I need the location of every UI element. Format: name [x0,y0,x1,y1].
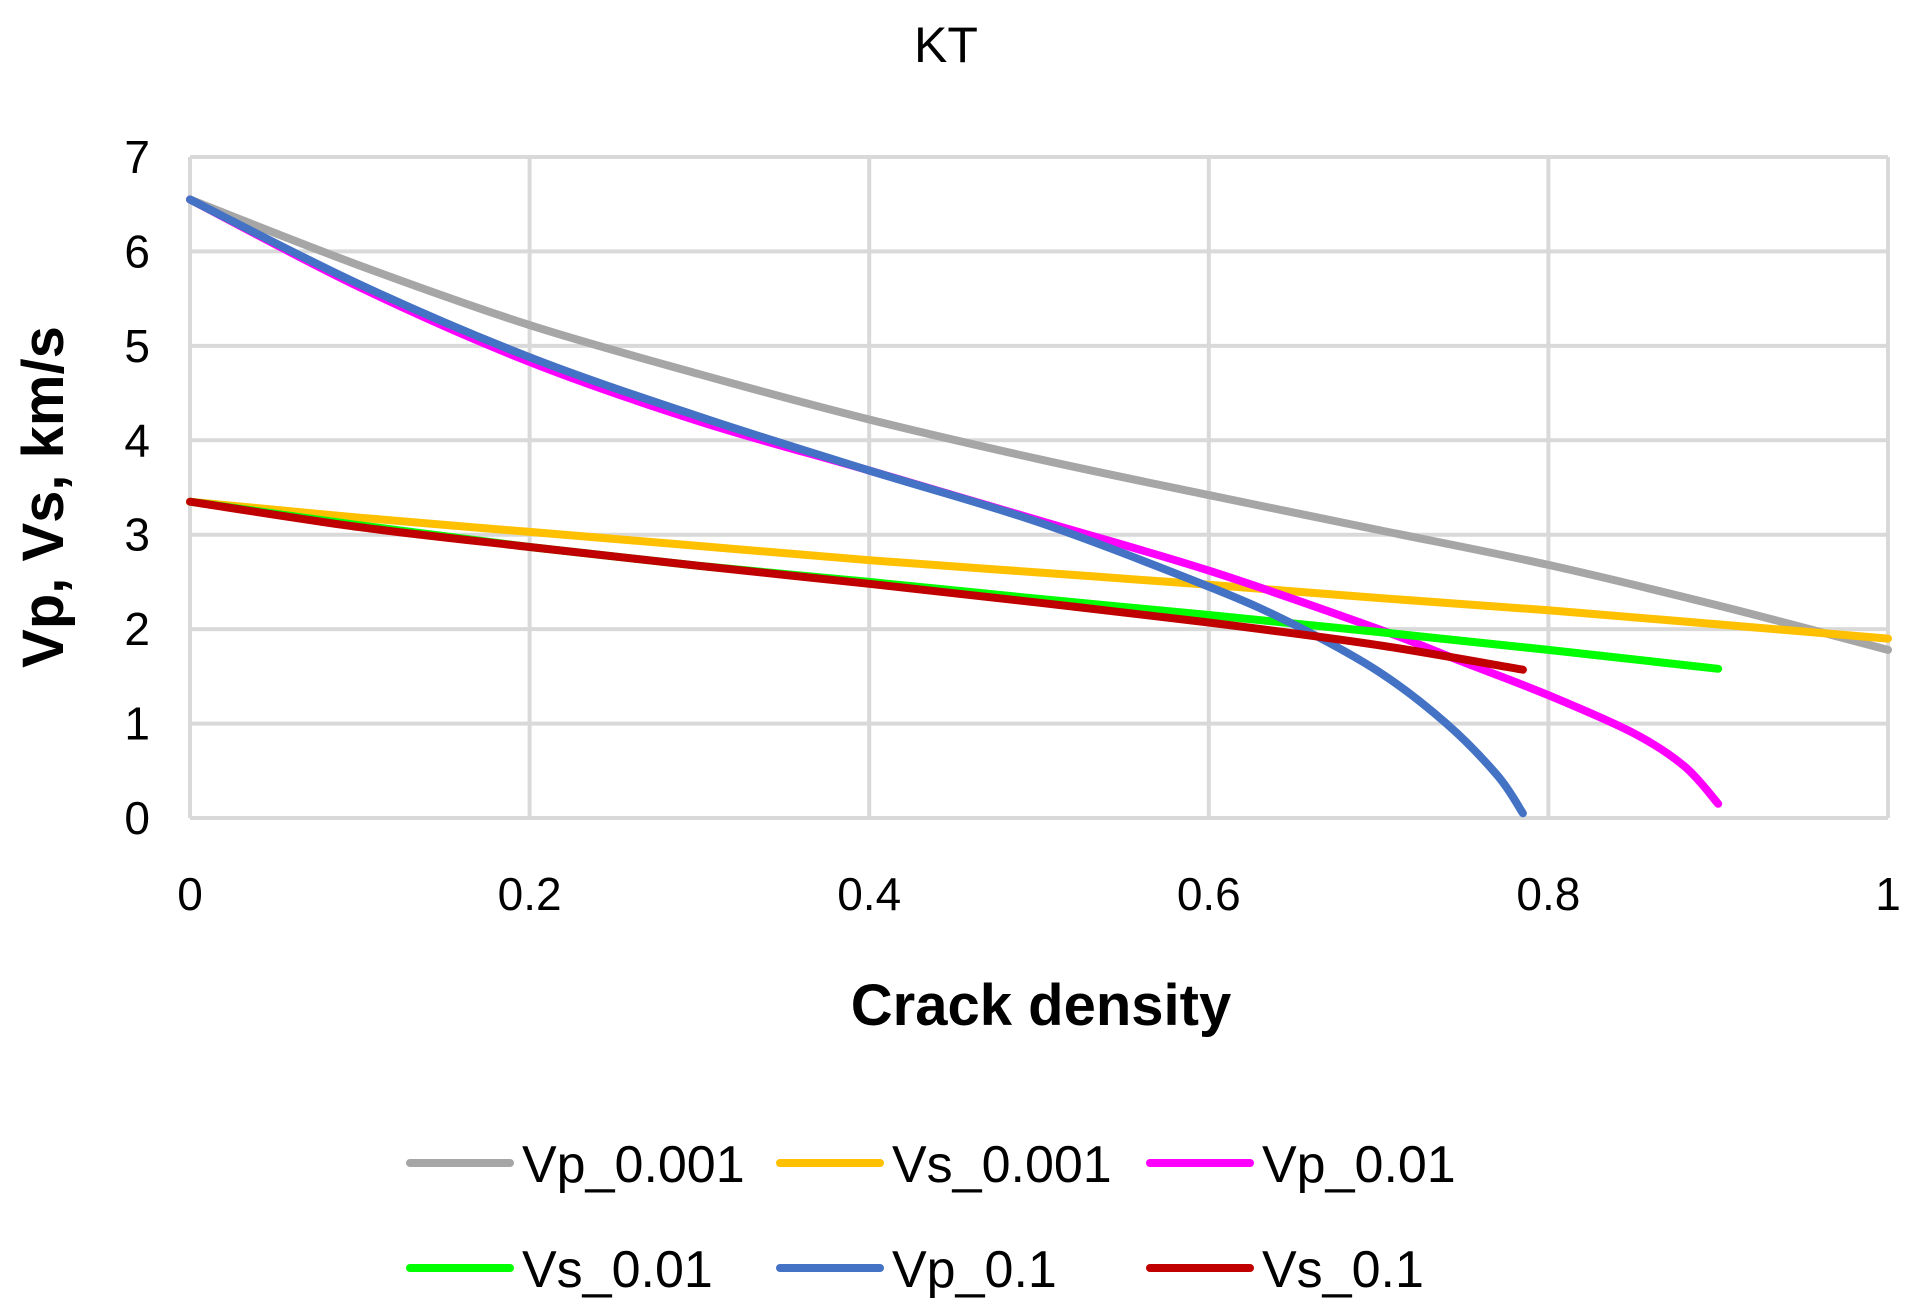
y-tick-label: 1 [124,698,150,750]
x-tick-label: 0.6 [1177,868,1241,920]
legend-label-vp-0-1: Vp_0.1 [892,1241,1057,1299]
x-tick-label: 0.8 [1516,868,1580,920]
series-lines [186,195,1892,818]
y-tick-label: 6 [124,225,150,277]
legend-label-vs-0-001: Vs_0.001 [892,1136,1112,1194]
chart-title: KT [914,17,978,73]
series-line-vp-0-1 [186,195,1527,818]
series-line-vs-0-01 [186,497,1723,673]
legend-label-vs-0-1: Vs_0.1 [1262,1241,1424,1299]
legend: Vp_0.001 Vs_0.001 Vp_0.01 Vs_0.01 Vp_0.1 Vs_0… [406,1136,1456,1299]
tick-labels: 0 1 2 3 4 5 6 7 0 0.2 0.4 0.6 0.8 1 [124,131,1900,920]
x-tick-label: 0.4 [837,868,901,920]
grid [188,155,1890,820]
y-tick-label: 3 [124,509,150,561]
legend-label-vs-0-01: Vs_0.01 [522,1241,713,1299]
y-axis-title: Vp, Vs, km/s [11,326,76,668]
legend-label-vp-0-01: Vp_0.01 [1262,1136,1456,1194]
x-tick-label: 1 [1875,868,1901,920]
legend-label-vp-0-001: Vp_0.001 [522,1136,745,1194]
x-tick-label: 0 [177,868,203,920]
y-tick-label: 5 [124,320,150,372]
x-axis-title: Crack density [851,973,1231,1038]
series-line-vp-0-001 [186,195,1892,654]
y-tick-label: 7 [124,131,150,183]
series-line-vs-0-001 [186,497,1892,643]
y-tick-label: 4 [124,414,150,466]
x-tick-label: 0.2 [498,868,562,920]
y-tick-label: 2 [124,603,150,655]
y-tick-label: 0 [124,792,150,844]
series-line-vs-0-1 [186,497,1527,674]
